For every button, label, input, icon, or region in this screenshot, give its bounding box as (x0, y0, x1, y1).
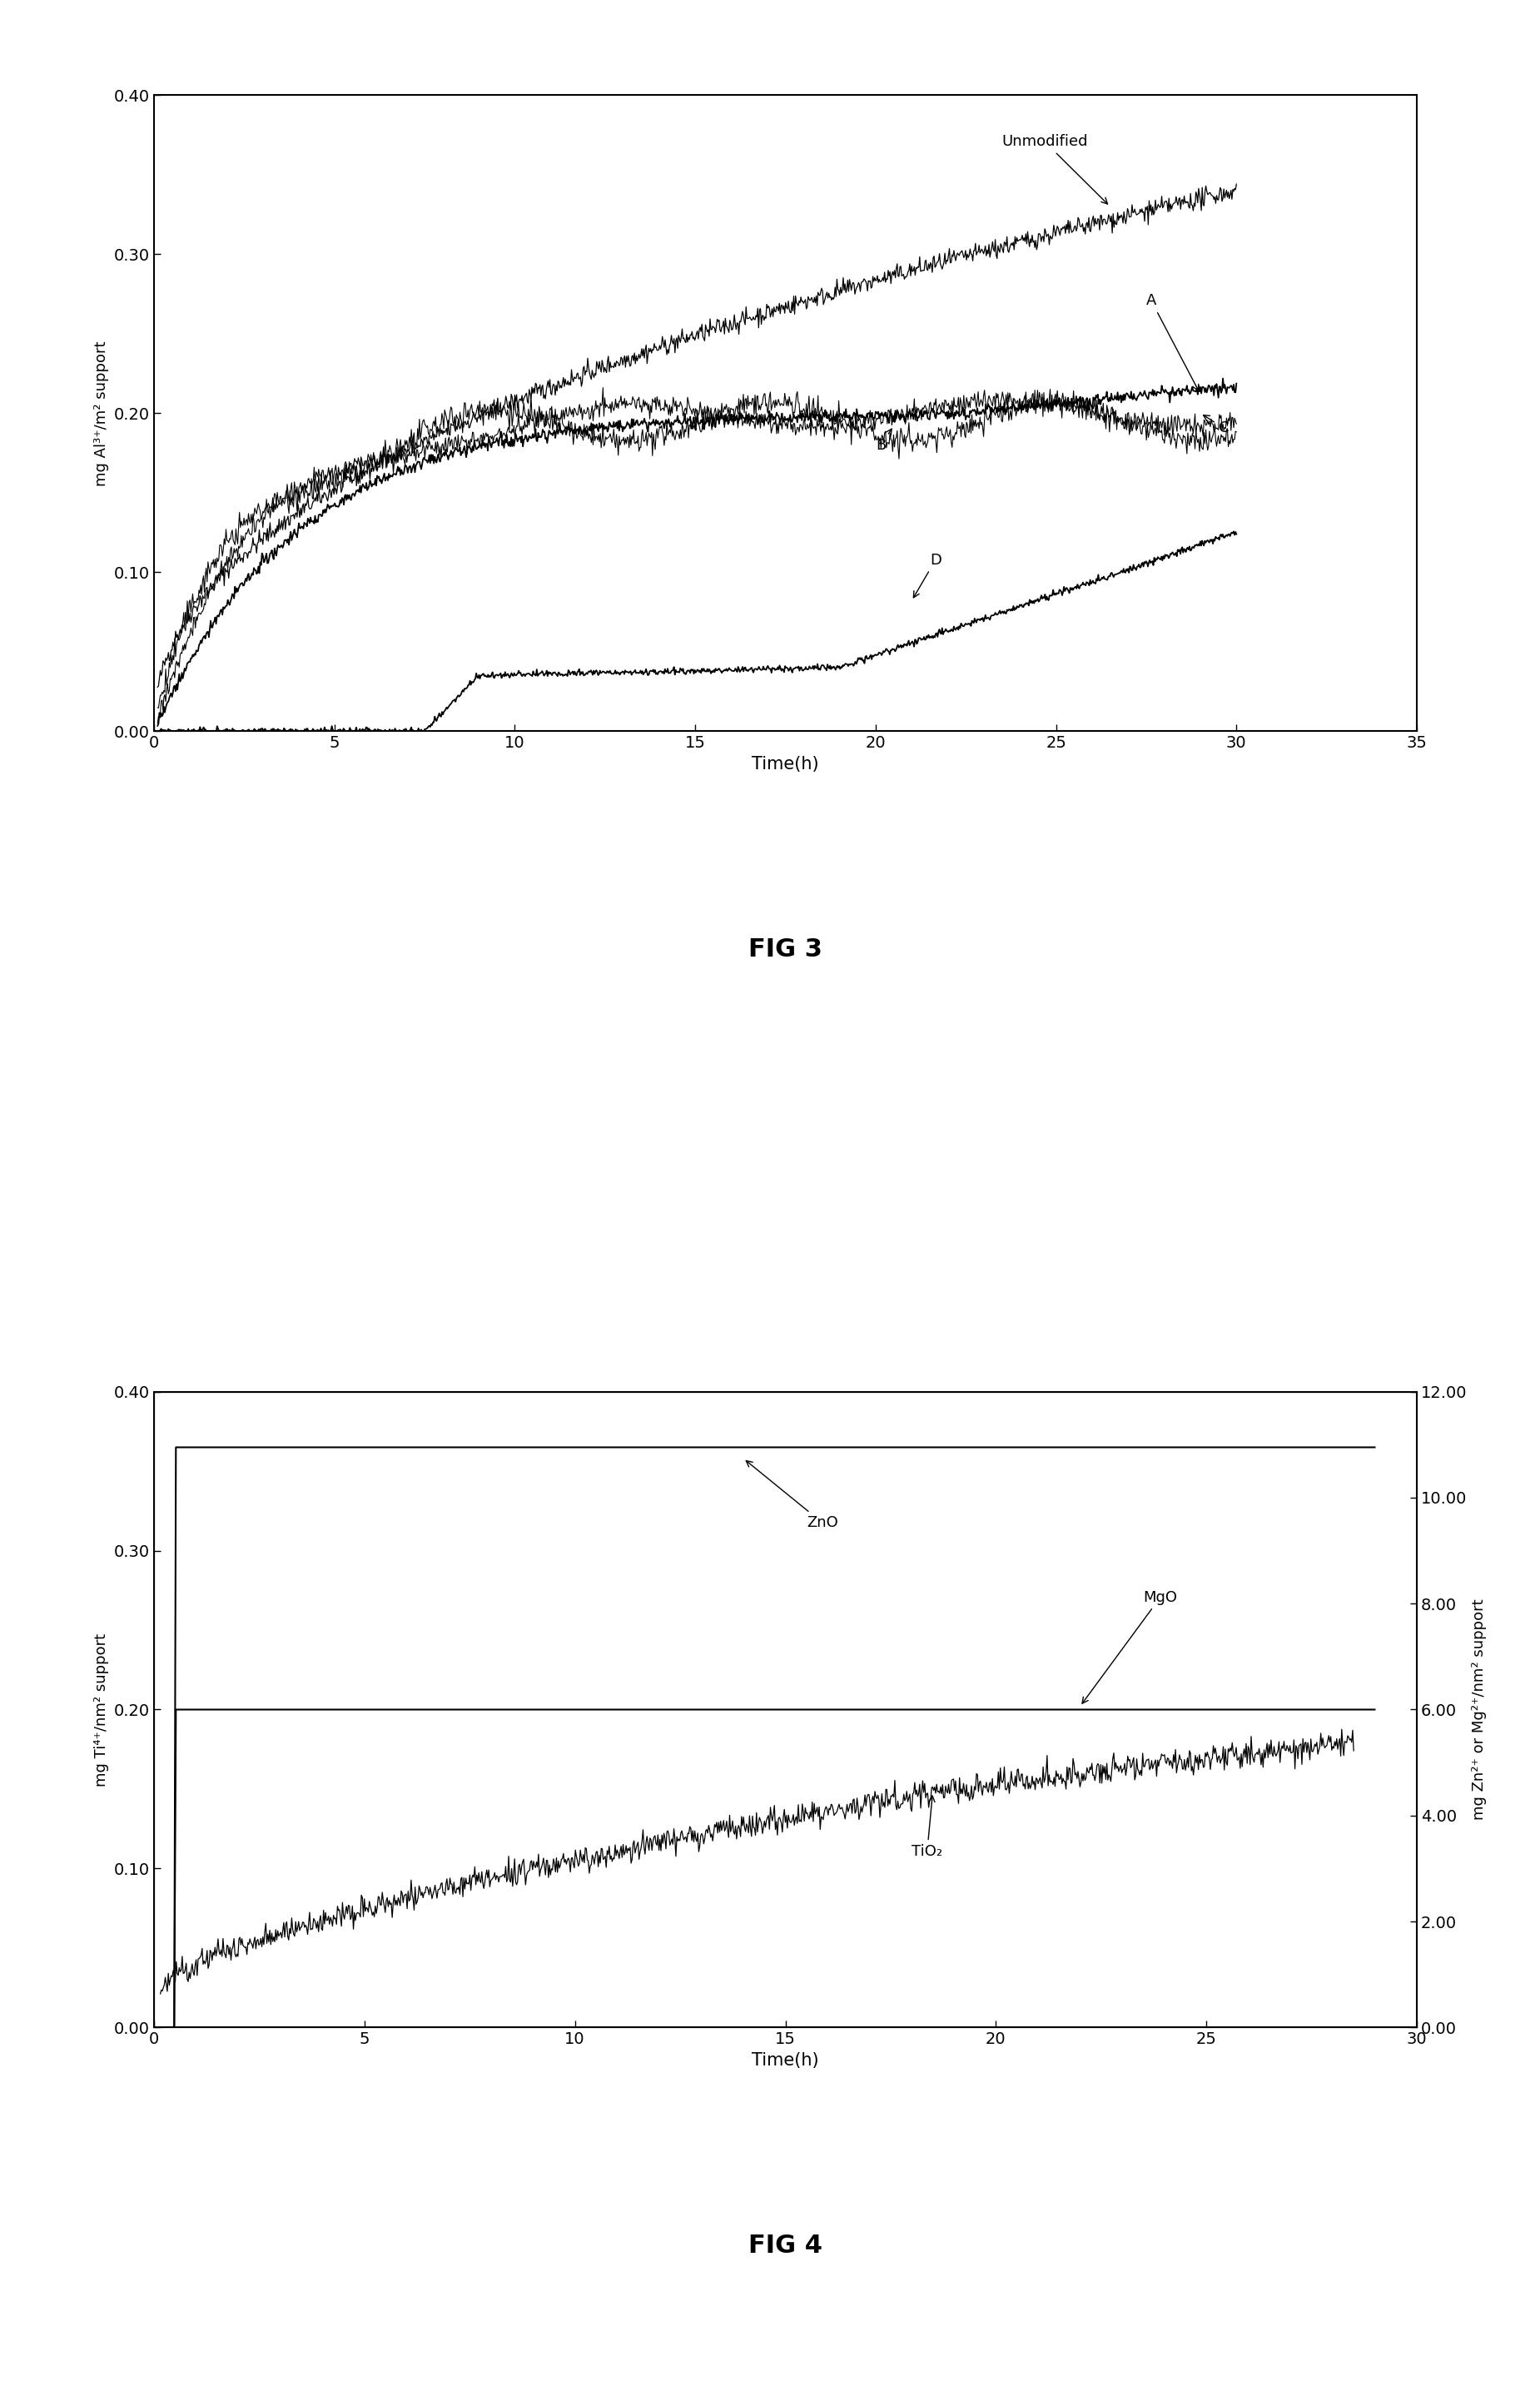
Text: A: A (1146, 293, 1198, 390)
Text: D: D (913, 552, 941, 598)
X-axis label: Time(h): Time(h) (752, 2052, 819, 2069)
Text: C: C (1203, 414, 1229, 436)
Text: FIG 4: FIG 4 (748, 2233, 822, 2257)
Y-axis label: mg Ti⁴⁺/nm² support: mg Ti⁴⁺/nm² support (94, 1633, 109, 1786)
Text: FIG 3: FIG 3 (748, 938, 822, 962)
Y-axis label: mg Al³⁺/m² support: mg Al³⁺/m² support (94, 340, 109, 486)
Text: TiO₂: TiO₂ (912, 1795, 942, 1860)
Text: B: B (876, 429, 892, 452)
Text: Unmodified: Unmodified (1003, 133, 1107, 205)
Y-axis label: mg Zn²⁺ or Mg²⁺/nm² support: mg Zn²⁺ or Mg²⁺/nm² support (1472, 1600, 1486, 1819)
Text: MgO: MgO (1083, 1591, 1177, 1702)
X-axis label: Time(h): Time(h) (752, 755, 819, 771)
Text: ZnO: ZnO (745, 1460, 838, 1531)
